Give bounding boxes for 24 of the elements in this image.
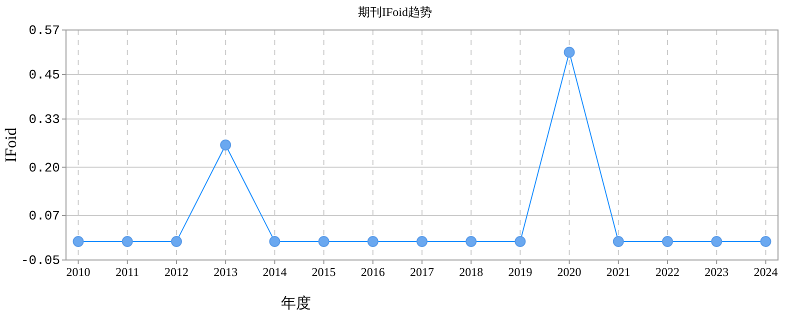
x-tick-label: 2023: [704, 265, 729, 279]
x-tick-label: 2022: [656, 265, 680, 279]
y-tick-label: 0.57: [28, 23, 60, 38]
y-tick-label: 0.33: [28, 112, 60, 128]
y-tick-label: 0.07: [28, 208, 60, 224]
x-tick-label: 2020: [557, 265, 582, 279]
y-axis-title: IFoid: [3, 128, 20, 162]
x-tick-label: 2018: [459, 265, 484, 279]
x-tick-label: 2010: [66, 265, 90, 279]
x-tick-label: 2013: [214, 265, 238, 279]
x-tick-label: 2017: [410, 265, 434, 279]
x-tick-label: 2021: [606, 265, 630, 279]
x-tick-label: 2024: [754, 265, 778, 279]
x-tick-label: 2012: [164, 265, 188, 279]
x-tick-label: 2016: [360, 265, 385, 279]
x-axis-title: 年度: [281, 295, 311, 312]
x-tick-label: 2015: [312, 265, 336, 279]
y-tick-label: 0.20: [28, 160, 60, 176]
y-tick-label: 0.45: [28, 68, 60, 83]
y-tick-label: -0.05: [20, 253, 60, 268]
x-tick-label: 2011: [116, 265, 140, 279]
chart-title: 期刊IFoid趋势: [358, 5, 432, 19]
x-tick-label: 2019: [508, 265, 532, 279]
x-tick-label: 2014: [262, 265, 287, 279]
